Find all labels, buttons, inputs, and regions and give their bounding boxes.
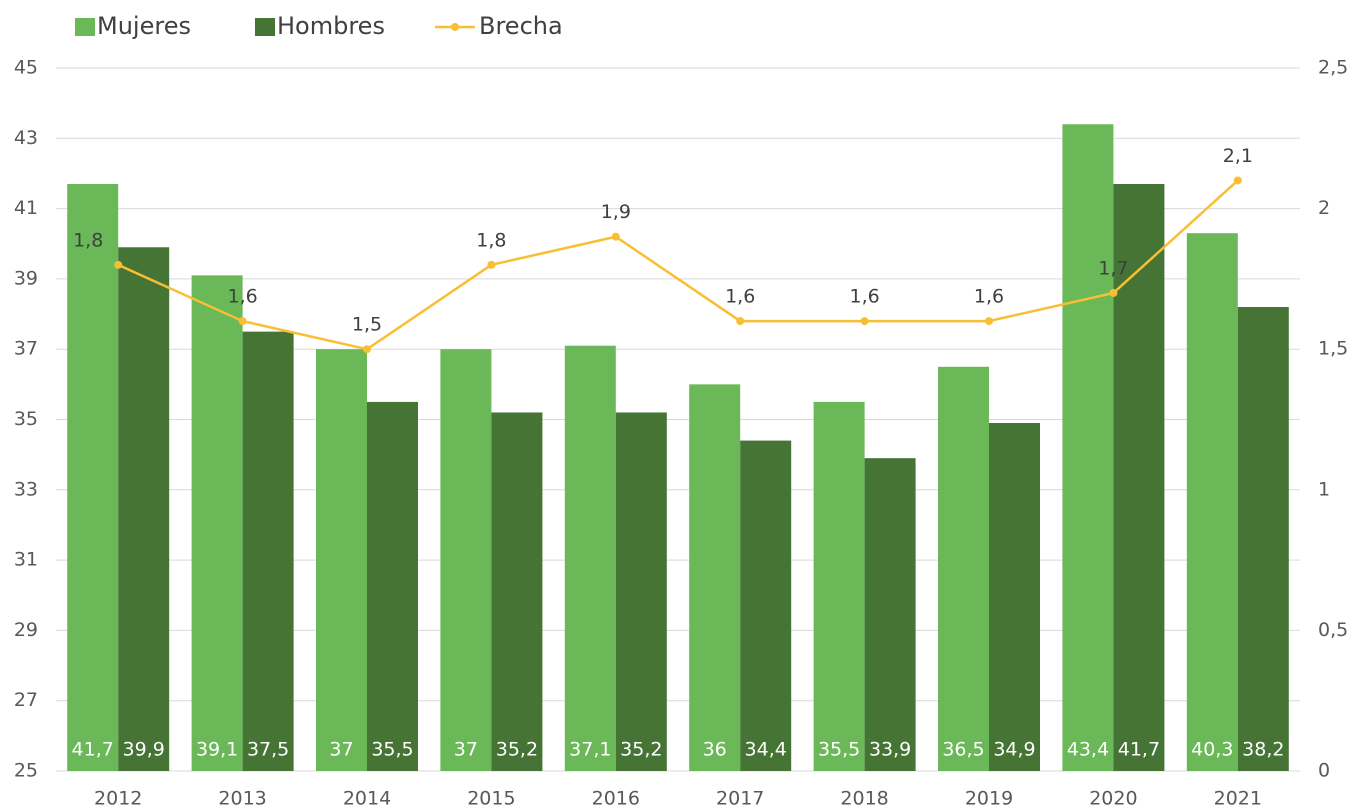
bar <box>1113 183 1165 771</box>
bar <box>564 345 616 771</box>
bar <box>864 458 916 771</box>
bar-value-label: 38,2 <box>1242 739 1284 761</box>
bar-value-label: 37,5 <box>247 739 289 761</box>
bar-value-label: 35,5 <box>818 739 860 761</box>
bar-value-label: 37 <box>454 739 478 761</box>
line-marker <box>611 232 620 241</box>
x-tick-label: 2019 <box>965 788 1013 810</box>
legend-label: Hombres <box>277 12 385 40</box>
bar-value-label: 33,9 <box>869 739 911 761</box>
bar <box>67 183 119 771</box>
bar-value-label: 43,4 <box>1067 739 1109 761</box>
line-marker <box>736 317 745 326</box>
bar-value-label: 34,9 <box>993 739 1035 761</box>
bar <box>813 401 865 771</box>
bar <box>191 275 243 771</box>
bar-value-label: 37,1 <box>569 739 611 761</box>
bar <box>440 349 492 771</box>
bar <box>1062 124 1114 772</box>
line-value-label: 1,6 <box>974 286 1004 308</box>
line-value-label: 1,5 <box>352 314 382 336</box>
x-tick-label: 2017 <box>716 788 764 810</box>
bar-value-label: 39,9 <box>123 739 165 761</box>
line-marker <box>860 317 869 326</box>
bar <box>689 384 741 771</box>
y-tick-label: 37 <box>14 338 38 360</box>
x-tick-label: 2016 <box>592 788 640 810</box>
y2-tick-label: 1 <box>1318 478 1330 500</box>
bar-value-label: 36 <box>703 739 727 761</box>
bar-value-label: 35,2 <box>620 739 662 761</box>
x-tick-label: 2014 <box>343 788 391 810</box>
bar <box>118 247 170 771</box>
line-marker <box>238 317 247 326</box>
y2-tick-label: 2,5 <box>1318 57 1348 79</box>
line-value-label: 1,8 <box>476 229 506 251</box>
x-tick-label: 2020 <box>1089 788 1137 810</box>
x-tick-label: 2018 <box>840 788 888 810</box>
y-tick-label: 25 <box>14 760 38 782</box>
y-tick-label: 45 <box>14 57 38 79</box>
y2-tick-label: 1,5 <box>1318 338 1348 360</box>
bar <box>367 401 418 771</box>
bar <box>615 412 667 771</box>
line-marker <box>487 260 496 269</box>
legend-swatch <box>255 18 275 36</box>
line-marker <box>114 260 123 269</box>
x-tick-label: 2013 <box>218 788 266 810</box>
y2-tick-label: 0,5 <box>1318 619 1348 641</box>
y-tick-label: 35 <box>14 408 38 430</box>
y-tick-label: 33 <box>14 478 38 500</box>
line-marker <box>985 317 993 326</box>
line-value-label: 1,6 <box>849 286 879 308</box>
bar-value-label: 40,3 <box>1191 739 1233 761</box>
line-marker <box>1109 288 1118 297</box>
y-tick-label: 29 <box>14 619 38 641</box>
legend-label: Mujeres <box>97 12 191 40</box>
x-tick-label: 2015 <box>467 788 515 810</box>
y2-tick-label: 0 <box>1318 760 1330 782</box>
x-tick-label: 2021 <box>1214 788 1262 810</box>
line-marker <box>1233 176 1242 185</box>
bar <box>938 366 989 771</box>
line-value-label: 1,9 <box>601 201 631 223</box>
line-value-label: 1,8 <box>73 229 103 251</box>
line-value-label: 1,6 <box>725 286 755 308</box>
bar <box>989 423 1040 771</box>
y-tick-label: 41 <box>14 197 38 219</box>
legend-swatch <box>75 18 95 36</box>
legend-marker <box>451 23 459 31</box>
bar-value-label: 41,7 <box>1118 739 1160 761</box>
y-tick-label: 43 <box>14 127 38 149</box>
y-tick-label: 39 <box>14 267 38 289</box>
bar <box>1237 307 1289 771</box>
bar-value-label: 35,2 <box>496 739 538 761</box>
line-value-label: 1,6 <box>227 286 257 308</box>
line-value-label: 1,7 <box>1098 257 1128 279</box>
x-tick-label: 2012 <box>94 788 142 810</box>
bar <box>740 440 792 771</box>
bar <box>316 349 367 771</box>
bar-value-label: 36,5 <box>942 739 984 761</box>
y-tick-label: 27 <box>14 689 38 711</box>
bar-value-label: 35,5 <box>371 739 413 761</box>
y-tick-label: 31 <box>14 549 38 571</box>
bar-value-label: 41,7 <box>72 739 114 761</box>
legend-label: Brecha <box>479 12 563 40</box>
bar-value-label: 39,1 <box>196 739 238 761</box>
bar-value-label: 34,4 <box>745 739 787 761</box>
line <box>117 179 1239 351</box>
bar-value-label: 37 <box>329 739 353 761</box>
bar <box>491 412 543 771</box>
bar <box>1186 233 1238 771</box>
line-marker <box>363 345 371 354</box>
bar <box>242 331 294 771</box>
y2-tick-label: 2 <box>1318 197 1330 219</box>
line-value-label: 2,1 <box>1223 145 1253 167</box>
